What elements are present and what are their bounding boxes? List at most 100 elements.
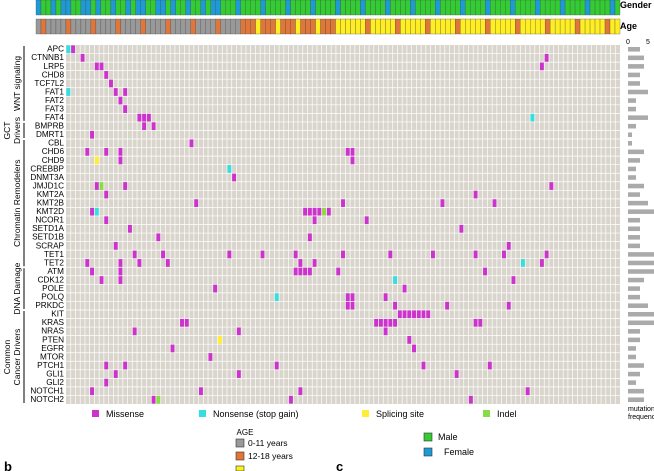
group-label: Drivers <box>12 117 22 144</box>
age-cell <box>190 18 196 35</box>
mutation-cell-splicing <box>94 156 99 165</box>
gender-cell <box>355 0 361 16</box>
frequency-bar <box>628 252 654 257</box>
age-cell <box>310 18 316 35</box>
age-cell <box>400 18 406 35</box>
age-legend-title: AGE <box>237 428 254 437</box>
age-cell <box>505 18 511 35</box>
age-cell <box>515 18 521 35</box>
age-cell <box>175 18 181 35</box>
age-cell <box>170 18 176 35</box>
mutation-cell-missense <box>137 259 142 267</box>
gender-cell <box>160 0 166 16</box>
age-cell <box>300 18 306 35</box>
age-legend-label: 0-11 years <box>248 438 288 448</box>
age-cell <box>320 18 326 35</box>
gender-cell <box>125 0 131 16</box>
mutation-cell-missense <box>146 113 151 122</box>
frequency-bar <box>628 141 632 146</box>
group-label: GCT <box>2 121 12 139</box>
mutation-cell-missense <box>118 267 123 276</box>
figure-legend: Missense Nonsense (stop gain) Splicing sit… <box>4 409 517 471</box>
age-cell <box>85 18 92 35</box>
frequency-bar <box>628 158 640 163</box>
mutation-cell-missense <box>350 301 355 310</box>
mutation-cell-missense <box>426 310 431 319</box>
age-cell <box>210 18 216 35</box>
gender-cell <box>539 0 546 16</box>
gender-cell <box>385 0 391 16</box>
gene-label: MTOR <box>40 352 64 361</box>
gender-cell <box>95 0 102 16</box>
gender-legend-swatch <box>423 447 433 457</box>
mutation-cell-missense <box>118 156 123 165</box>
gene-label: NOTCH1 <box>30 387 64 396</box>
frequency-bar <box>628 397 644 402</box>
age-cell <box>215 18 221 35</box>
frequency-bar <box>628 329 640 334</box>
mutation-cell-missense <box>94 62 99 71</box>
mutation-cell-missense <box>137 113 142 122</box>
age-cell <box>594 18 601 35</box>
age-cell <box>425 18 431 35</box>
age-cell <box>490 18 496 35</box>
age-cell <box>250 18 256 35</box>
gender-cell <box>320 0 326 16</box>
age-cell <box>195 18 201 35</box>
gene-labels: APCCTNNB1LRP5CHD8TCF7L2FAT1FAT2FAT3FAT4B… <box>30 45 64 404</box>
mutation-cell-missense <box>383 293 388 302</box>
age-cell <box>140 18 146 35</box>
mutation-cell-missense <box>90 267 95 276</box>
gender-cell <box>220 0 226 16</box>
age-cell <box>564 18 571 35</box>
mutation-cell-missense <box>90 130 95 139</box>
gender-cell <box>345 0 351 16</box>
frequency-bar <box>628 277 644 283</box>
mutation-cell-missense <box>127 224 132 233</box>
gender-cell <box>370 0 376 16</box>
gender-cell <box>425 0 431 16</box>
age-cell <box>549 18 556 35</box>
gender-cell <box>445 0 451 16</box>
mutation-cell-missense <box>161 250 166 259</box>
gender-cell <box>460 0 466 16</box>
age-cell <box>430 18 436 35</box>
age-cell <box>475 18 481 35</box>
gender-cell <box>365 0 371 16</box>
frequency-bar <box>628 98 636 103</box>
gender-cell <box>430 0 436 16</box>
mutation-cell-missense <box>94 182 99 190</box>
mutation-cell-nonsense <box>520 259 525 267</box>
gender-cell <box>415 0 421 16</box>
gender-legend-swatch <box>423 432 433 442</box>
gender-cell <box>559 0 566 16</box>
mutation-cell-missense <box>123 361 128 370</box>
gender-cell <box>410 0 416 16</box>
gene-label: CREBBP <box>30 164 64 173</box>
mutation-cell-missense <box>307 207 312 216</box>
mutation-cell-missense <box>236 327 241 336</box>
mutation-cell-missense <box>85 147 90 156</box>
gender-cell <box>520 0 526 16</box>
mutation-cell-missense <box>142 122 147 131</box>
gene-label: TET1 <box>44 250 64 259</box>
gender-cell <box>604 0 611 16</box>
mutation-cell-indel <box>99 182 104 190</box>
gender-cell <box>554 0 561 16</box>
gene-label: NCOR1 <box>35 216 64 225</box>
mutation-cell-missense <box>180 318 184 327</box>
frequency-bar <box>628 183 644 189</box>
mutation-cell-missense <box>123 105 128 113</box>
mutation-cell-missense <box>454 370 459 378</box>
age-cell <box>305 18 311 35</box>
age-cell <box>589 18 596 35</box>
age-cell <box>130 18 136 35</box>
mutation-cell-missense <box>341 199 345 208</box>
age-cell <box>485 18 491 35</box>
mutation-cell-missense <box>132 327 137 336</box>
mutation-cell-missense <box>260 250 265 259</box>
gender-cell <box>579 0 586 16</box>
frequency-bar <box>628 132 632 138</box>
age-cell <box>220 18 226 35</box>
